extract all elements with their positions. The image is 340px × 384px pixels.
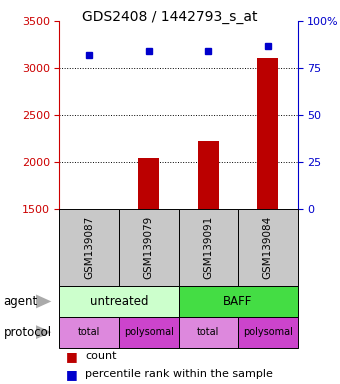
Bar [119, 317, 178, 348]
Bar [119, 209, 178, 286]
Bar [238, 317, 298, 348]
Polygon shape [36, 325, 51, 339]
Text: polysomal: polysomal [124, 327, 174, 337]
Text: ■: ■ [66, 368, 78, 381]
Text: ■: ■ [66, 350, 78, 363]
Bar [178, 286, 298, 317]
Text: untreated: untreated [90, 295, 148, 308]
Text: total: total [197, 327, 219, 337]
Text: GDS2408 / 1442793_s_at: GDS2408 / 1442793_s_at [82, 10, 258, 23]
Bar [59, 317, 119, 348]
Bar [138, 157, 159, 209]
Text: GSM139079: GSM139079 [144, 216, 154, 279]
Bar [238, 209, 298, 286]
Bar [178, 317, 238, 348]
Text: polysomal: polysomal [243, 327, 293, 337]
Text: GSM139091: GSM139091 [203, 216, 213, 279]
Bar [79, 209, 100, 211]
Text: GSM139087: GSM139087 [84, 216, 94, 279]
Bar [178, 209, 238, 286]
Text: percentile rank within the sample: percentile rank within the sample [85, 369, 273, 379]
Text: protocol: protocol [3, 326, 52, 339]
Polygon shape [36, 295, 51, 308]
Bar [59, 209, 119, 286]
Bar [198, 141, 219, 209]
Bar [59, 286, 178, 317]
Text: agent: agent [3, 295, 38, 308]
Text: BAFF: BAFF [223, 295, 253, 308]
Bar [257, 58, 278, 209]
Text: GSM139084: GSM139084 [263, 216, 273, 279]
Text: count: count [85, 351, 117, 361]
Text: total: total [78, 327, 100, 337]
